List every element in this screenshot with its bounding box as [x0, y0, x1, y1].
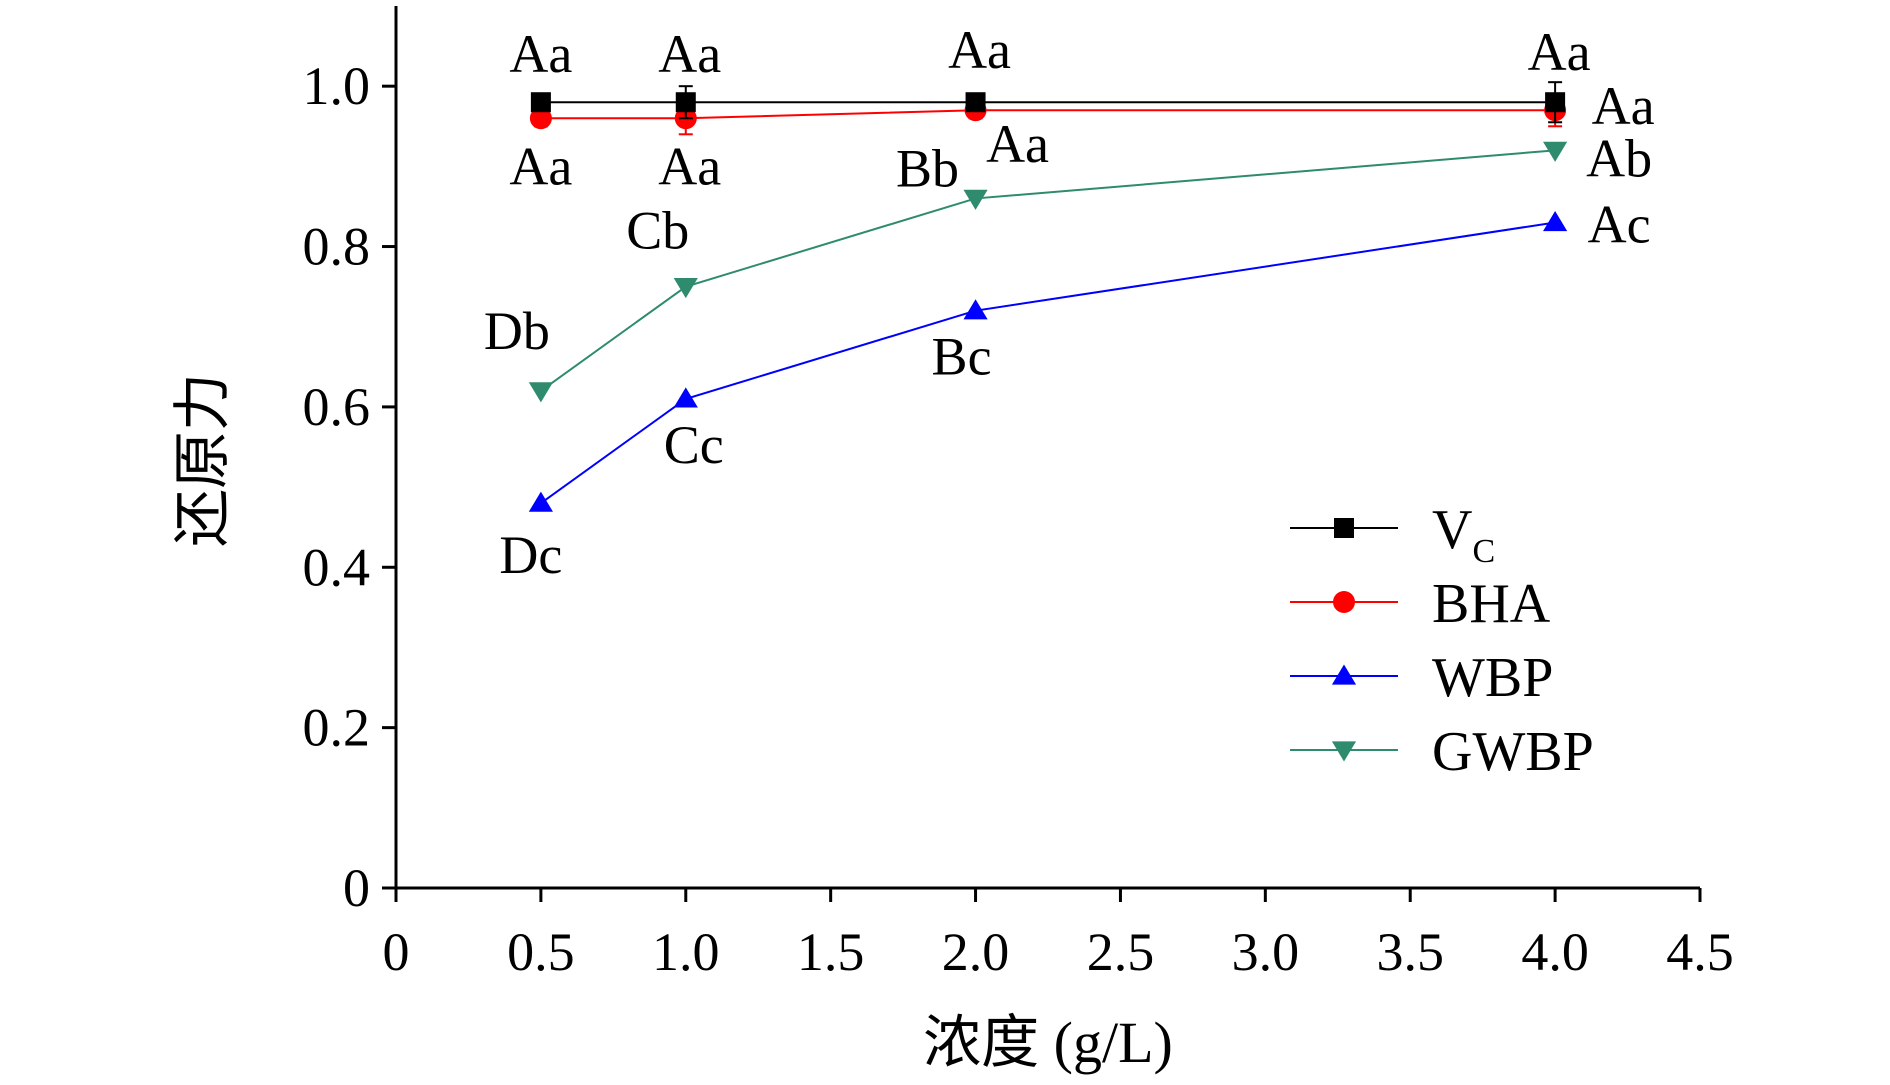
point-label-vc: Aa	[658, 24, 721, 84]
y-tick-label: 0.8	[303, 217, 371, 277]
data-point-vc	[1545, 92, 1566, 113]
point-label-bha: Aa	[509, 136, 572, 196]
x-tick-label: 0.5	[507, 922, 575, 982]
legend-item-vc: VC	[1290, 499, 1495, 570]
point-label-gwbp: Cb	[626, 201, 689, 261]
point-label-gwbp: Db	[484, 301, 550, 361]
legend-item-gwbp: GWBP	[1290, 721, 1594, 783]
data-point-bha	[529, 107, 552, 130]
data-point-vc	[675, 92, 696, 113]
y-tick-label: 1.0	[303, 56, 371, 116]
legend-label: VC	[1432, 499, 1495, 570]
x-tick-label: 4.0	[1521, 922, 1589, 982]
x-tick-label: 1.0	[652, 922, 720, 982]
legend-item-bha: BHA	[1290, 573, 1551, 635]
x-tick-label: 0	[383, 922, 410, 982]
point-label-vc: Aa	[948, 20, 1011, 80]
x-tick-label: 2.0	[942, 922, 1010, 982]
x-axis-label: 浓度 (g/L)	[923, 1010, 1173, 1075]
legend-marker	[1331, 741, 1357, 762]
point-label-gwbp: Bb	[896, 138, 959, 198]
data-point-wbp	[528, 491, 553, 512]
legend-marker	[1331, 664, 1357, 685]
legend-label: WBP	[1432, 647, 1553, 709]
x-tick-label: 3.5	[1376, 922, 1444, 982]
data-point-gwbp	[1543, 141, 1568, 162]
legend-label: GWBP	[1432, 721, 1594, 783]
axes: 0 0.5 1.0 1.5 2.0 2.5 3.0 3.5 4.0 4.5 0 0.2 0.4 0.6 0.…	[303, 6, 1734, 982]
point-label-bha: Aa	[986, 114, 1049, 174]
point-label-bha: Aa	[1592, 76, 1655, 136]
x-tick-label: 3.0	[1232, 922, 1300, 982]
point-label-bha: Aa	[658, 136, 721, 196]
data-point-gwbp	[673, 278, 698, 299]
plot-area	[528, 81, 1568, 512]
legend-marker	[1333, 591, 1355, 613]
x-tick-label: 4.5	[1666, 922, 1734, 982]
point-label-gwbp: Ab	[1586, 128, 1652, 188]
data-point-vc	[965, 92, 986, 113]
data-point-gwbp	[963, 189, 988, 210]
series-line-bha	[540, 109, 1556, 120]
y-tick-label: 0.2	[303, 698, 371, 758]
data-point-gwbp	[528, 382, 553, 403]
legend-label-subscript: C	[1472, 533, 1495, 570]
legend-label: BHA	[1432, 573, 1551, 635]
x-tick-label: 2.5	[1087, 922, 1155, 982]
legend-marker	[1334, 518, 1354, 538]
data-point-wbp	[673, 387, 698, 408]
series-line-wbp	[540, 221, 1556, 504]
series-wbp	[528, 210, 1568, 512]
point-label-vc: Aa	[509, 24, 572, 84]
point-label-wbp: Cc	[664, 415, 724, 475]
series-gwbp	[528, 141, 1568, 403]
point-label-wbp: Dc	[499, 525, 562, 585]
y-tick-label: 0.4	[303, 537, 371, 597]
data-point-wbp	[963, 299, 988, 320]
data-point-vc	[530, 92, 551, 113]
point-label-vc: Aa	[1528, 22, 1591, 82]
x-tick-label: 1.5	[797, 922, 865, 982]
point-label-wbp: Bc	[932, 327, 992, 387]
series-line-gwbp	[540, 149, 1556, 392]
y-tick-label: 0	[343, 858, 370, 918]
series-vc	[530, 81, 1566, 124]
legend-item-wbp: WBP	[1290, 647, 1553, 709]
y-tick-label: 0.6	[303, 377, 371, 437]
point-label-wbp: Ac	[1588, 194, 1651, 254]
data-point-wbp	[1543, 210, 1568, 232]
y-axis-label: 还原力	[170, 373, 235, 547]
